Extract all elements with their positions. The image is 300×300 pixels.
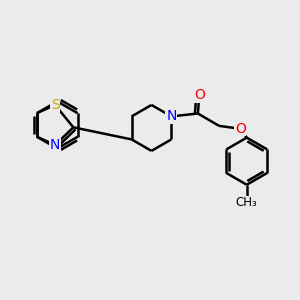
Text: O: O (194, 88, 205, 102)
Text: O: O (235, 122, 246, 136)
Text: S: S (51, 98, 59, 112)
Text: N: N (166, 110, 176, 123)
Text: CH₃: CH₃ (236, 196, 258, 209)
Text: N: N (50, 138, 60, 152)
